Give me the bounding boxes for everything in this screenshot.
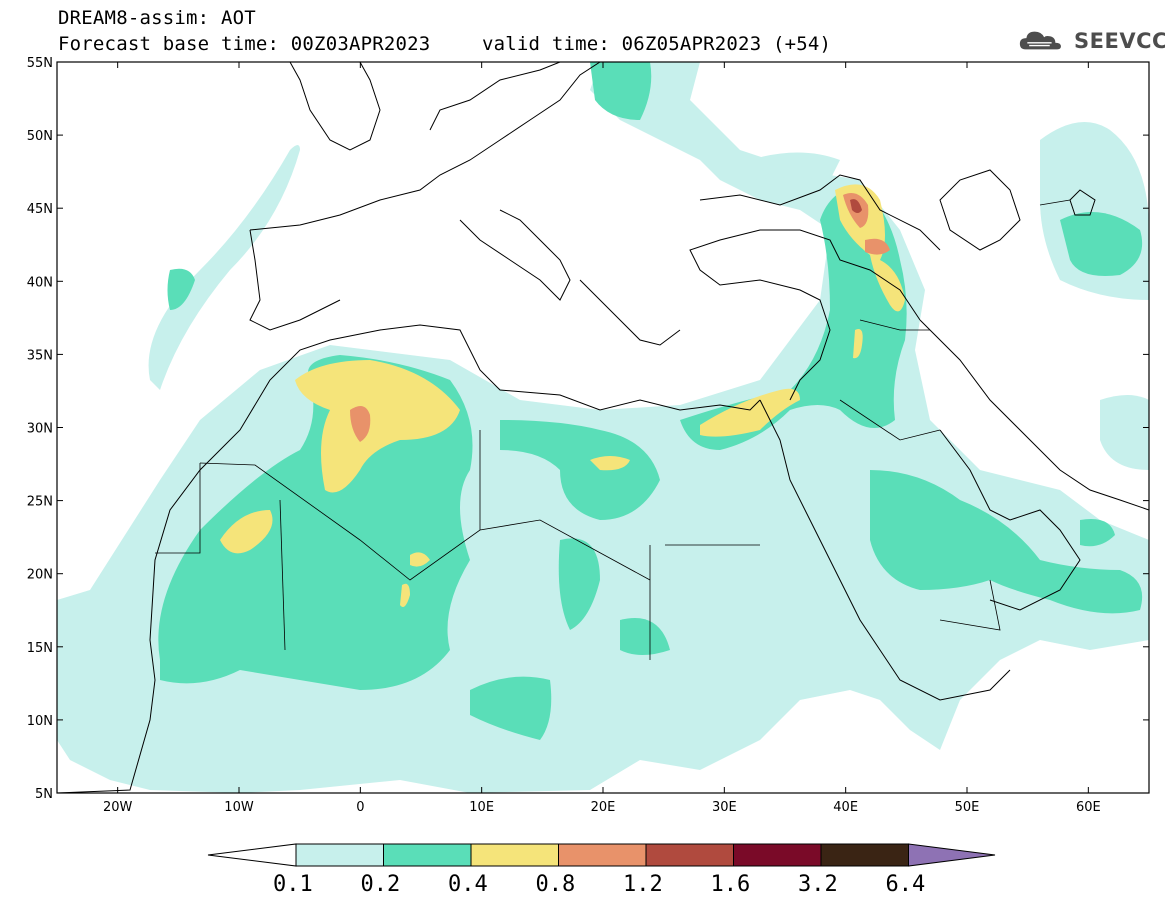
colorbar-label: 0.1: [273, 872, 313, 897]
x-tick-label: 10W: [224, 800, 254, 815]
x-tick-label: 40E: [833, 800, 858, 815]
x-tick-label: 0: [356, 800, 364, 815]
coastlines: [57, 62, 1149, 793]
colorbar-label: 3.2: [798, 872, 838, 897]
aot-band-1.2: [850, 199, 862, 213]
x-tick-label: 10E: [469, 800, 494, 815]
y-tick-label: 30N: [27, 422, 53, 437]
x-axis: 20W 10W 0 10E 20E 30E 40E 50E 60E: [103, 62, 1101, 815]
y-tick-label: 10N: [27, 714, 53, 729]
x-tick-label: 60E: [1076, 800, 1101, 815]
y-tick-label: 45N: [27, 202, 53, 217]
colorbar-swatch: [820, 843, 909, 867]
cloud-icon: [1019, 31, 1061, 50]
colorbar-label: 6.4: [885, 872, 926, 897]
x-tick-label: 20E: [591, 800, 616, 815]
y-tick-label: 55N: [27, 56, 53, 71]
map-title: DREAM8-assim: AOT: [58, 7, 256, 29]
x-tick-label: 50E: [955, 800, 980, 815]
colorbar-max-arrow: [908, 843, 996, 867]
colorbar-swatch: [645, 843, 734, 867]
colorbar-label: 1.2: [623, 872, 663, 897]
colorbar-label: 0.8: [535, 872, 576, 897]
logo-text: SEEVCCC: [1074, 29, 1165, 53]
borders: [155, 199, 1071, 660]
valid-time: valid time: 06Z05APR2023 (+54): [482, 33, 832, 55]
colorbar-swatch: [558, 843, 647, 867]
y-tick-label: 50N: [27, 129, 53, 144]
colorbar: [207, 843, 996, 867]
colorbar-label: 0.4: [448, 872, 488, 897]
y-tick-label: 15N: [27, 641, 53, 656]
colorbar-label: 1.6: [710, 872, 751, 897]
y-tick-label: 20N: [27, 568, 53, 583]
y-tick-label: 35N: [27, 348, 53, 363]
colorbar-label: 0.2: [360, 872, 401, 897]
y-axis: 55N 50N 45N 40N 35N 30N 25N 20N 15N 10N 5N: [27, 56, 1149, 802]
x-tick-label: 30E: [712, 800, 737, 815]
aot-band-0.8: [350, 192, 890, 442]
forecast-base-time: Forecast base time: 00Z03APR2023: [58, 33, 431, 55]
colorbar-swatch: [470, 843, 559, 867]
y-tick-label: 40N: [27, 275, 53, 290]
aot-field: [57, 62, 1149, 793]
colorbar-swatch: [295, 843, 384, 867]
colorbar-swatch: [733, 843, 822, 867]
colorbar-min-arrow: [207, 843, 297, 867]
x-tick-label: 20W: [103, 800, 133, 815]
colorbar-swatch: [383, 843, 472, 867]
y-tick-label: 5N: [35, 787, 53, 802]
y-tick-label: 25N: [27, 495, 53, 510]
